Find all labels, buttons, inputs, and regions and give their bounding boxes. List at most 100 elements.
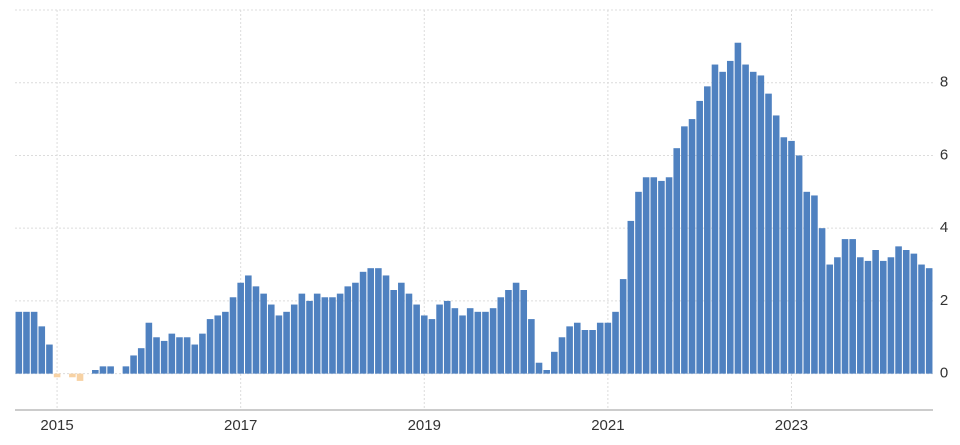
bar (788, 140, 795, 374)
bar (711, 64, 719, 374)
bar (528, 319, 535, 374)
bar (222, 311, 229, 374)
bar (482, 311, 489, 374)
bar (30, 311, 38, 374)
bar (405, 293, 413, 374)
bar (558, 337, 566, 374)
bar (436, 304, 443, 374)
bar (872, 250, 879, 374)
bar (336, 293, 344, 374)
bar (168, 333, 176, 374)
bar (290, 304, 298, 374)
bar (749, 71, 757, 374)
bar (130, 355, 137, 374)
bar (520, 290, 528, 374)
bar (245, 275, 252, 374)
bar (696, 100, 703, 374)
bar (283, 311, 290, 374)
bar (375, 268, 382, 374)
bar (306, 300, 313, 374)
bar (925, 268, 933, 374)
bar (512, 282, 520, 374)
bar (658, 180, 665, 374)
bar (596, 322, 604, 374)
bar (765, 93, 772, 374)
bar (635, 191, 642, 374)
bar (918, 264, 925, 374)
bar (382, 275, 390, 374)
bar (122, 366, 130, 374)
bar (780, 137, 788, 374)
y-tick-label: 2 (940, 292, 948, 309)
bar (260, 293, 267, 374)
bar (535, 362, 543, 374)
bar (719, 71, 726, 374)
bar (811, 195, 818, 374)
bar (864, 260, 872, 374)
bar (206, 319, 214, 374)
bar (153, 337, 160, 374)
bar (734, 42, 742, 374)
bar (604, 322, 612, 374)
bar (23, 311, 30, 374)
bar (726, 60, 734, 374)
bar (252, 286, 260, 374)
bar (566, 326, 573, 374)
y-tick-label: 0 (940, 365, 948, 382)
bar (673, 148, 681, 374)
bar (688, 119, 696, 374)
bar (459, 315, 466, 374)
bar (650, 177, 658, 374)
bar (92, 370, 99, 374)
bar (160, 340, 168, 374)
bar (107, 366, 114, 374)
bar (612, 311, 619, 374)
x-tick-label: 2015 (40, 417, 73, 434)
bar (619, 279, 627, 374)
bar (428, 319, 436, 374)
bar (474, 311, 482, 374)
bar (772, 115, 780, 374)
y-tick-label: 4 (940, 219, 948, 236)
bar (887, 257, 895, 374)
bar (466, 308, 474, 374)
bar (849, 239, 856, 374)
bar (298, 293, 306, 374)
bar (451, 308, 459, 374)
bar (99, 366, 107, 374)
bar (665, 177, 673, 374)
bar (46, 344, 53, 374)
bar (321, 297, 329, 374)
bar (275, 315, 283, 374)
bar (398, 282, 405, 374)
bar (214, 315, 222, 374)
bar (505, 290, 512, 374)
bar (589, 330, 596, 374)
bar (413, 304, 420, 374)
bar (15, 311, 23, 374)
x-tick-label: 2023 (775, 417, 808, 434)
bar (627, 220, 635, 374)
bar (489, 308, 497, 374)
bar (390, 290, 397, 374)
bar (76, 373, 84, 381)
bar (53, 373, 61, 378)
x-tick-label: 2019 (408, 417, 441, 434)
bar (834, 257, 841, 374)
bar (497, 297, 505, 374)
bar (443, 300, 451, 374)
bar (704, 86, 711, 374)
bar (367, 268, 375, 374)
bar (359, 271, 367, 374)
y-tick-label: 8 (940, 74, 948, 91)
bar (313, 293, 321, 374)
bar (199, 333, 206, 374)
bar (742, 64, 749, 374)
y-tick-label: 6 (940, 146, 948, 163)
bar (795, 155, 803, 374)
bar (352, 282, 359, 374)
bar (841, 239, 849, 374)
bar (176, 337, 183, 374)
bar (420, 315, 428, 374)
